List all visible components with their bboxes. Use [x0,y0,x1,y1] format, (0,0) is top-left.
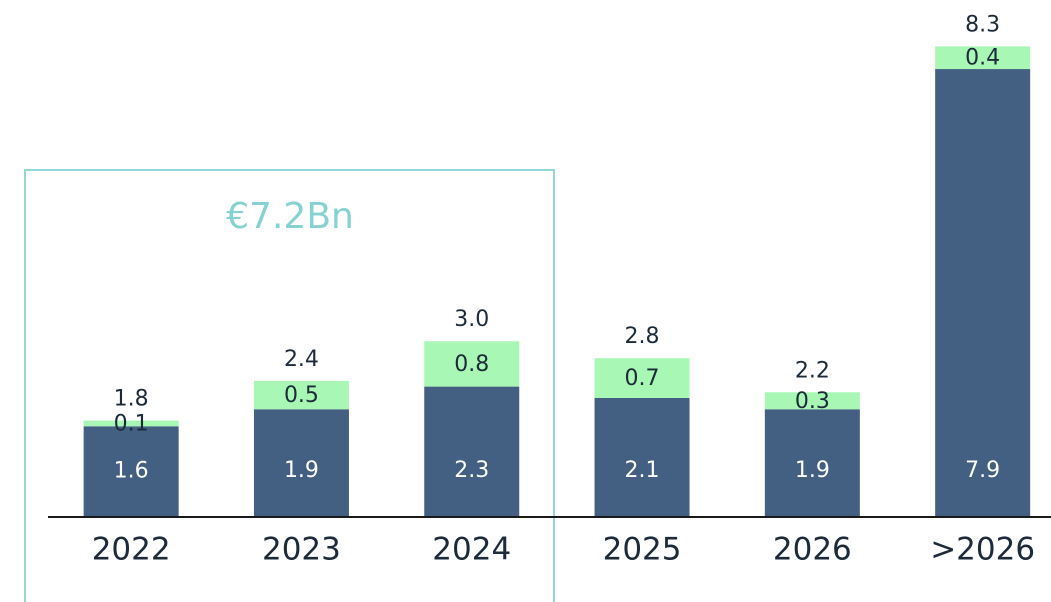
bar-segment [935,69,1031,518]
segment-label: 1.9 [795,458,830,483]
annotation-box [24,169,555,602]
x-tick-label: 2026 [773,532,852,568]
bar-segment [83,420,179,427]
segment-label: 2.3 [454,458,489,483]
bar-segment [594,397,690,517]
segment-label: 1.6 [114,459,149,484]
bar-segment [424,386,520,517]
x-tick-label: >2026 [930,532,1035,568]
segment-label: 7.9 [965,458,1000,483]
bar-segment [935,46,1031,70]
bar-segment [424,341,520,387]
segment-label: 0.3 [795,389,830,414]
bar-segment [253,409,349,517]
total-label: 8.3 [965,12,1000,37]
total-label: 3.0 [454,307,489,332]
segment-label: 0.5 [284,383,319,408]
segment-label: 0.1 [114,411,149,436]
x-tick-label: 2022 [92,532,171,568]
segment-label: 0.4 [965,46,1000,71]
segment-label: 1.9 [284,458,319,483]
total-label: 2.4 [284,347,319,372]
segment-label: 0.7 [625,366,660,391]
total-label: 2.2 [795,358,830,383]
x-tick-label: 2024 [432,532,511,568]
bar-segment [253,380,349,410]
bar-segment [594,358,690,398]
total-label: 2.8 [625,324,660,349]
x-tick-label: 2025 [603,532,682,568]
x-tick-label: 2023 [262,532,341,568]
bar-segment [764,409,860,517]
bar-segment [83,426,179,517]
total-label: 1.8 [114,387,149,412]
segment-label: 2.1 [625,458,660,483]
segment-label: 0.8 [454,352,489,377]
annotation: €7.2Bn [226,196,354,237]
bar-segment [764,392,860,410]
